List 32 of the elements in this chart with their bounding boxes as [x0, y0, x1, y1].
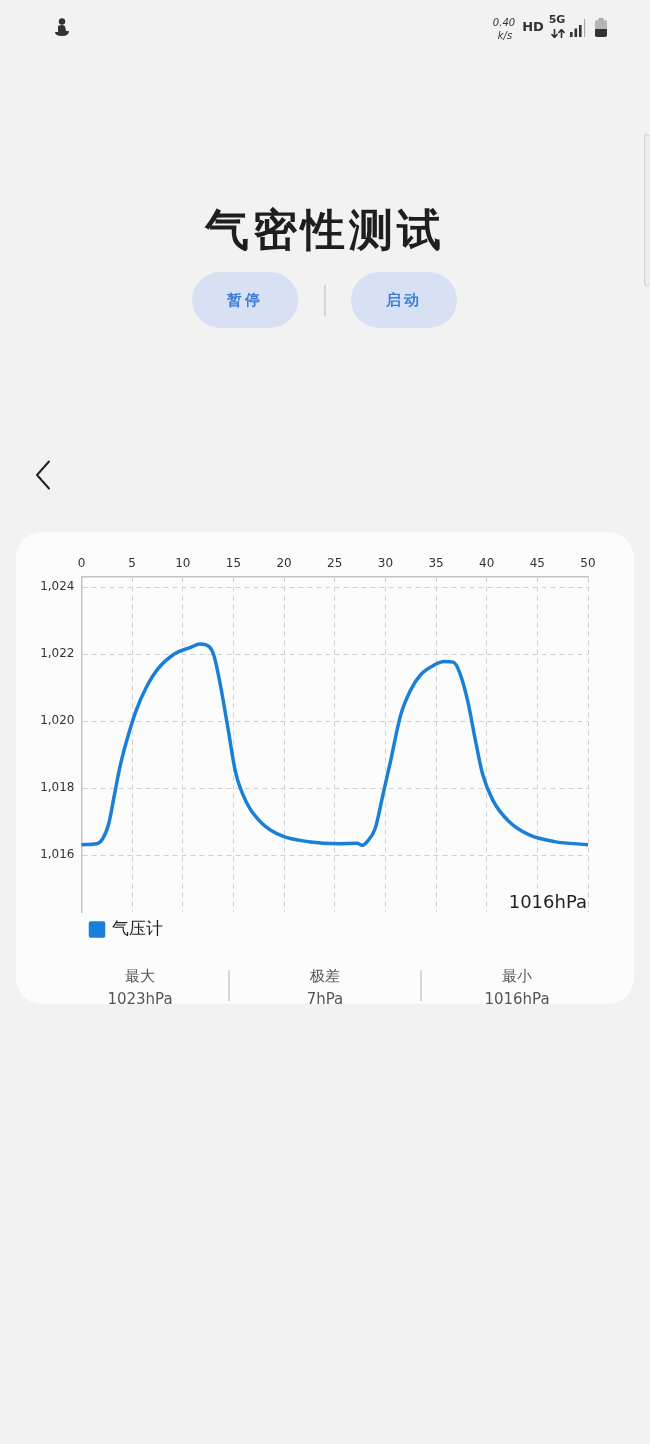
x-tick-label: 5	[128, 555, 136, 570]
x-tick-label: 0	[77, 555, 86, 570]
text: HD	[522, 18, 544, 35]
x-tick-label: 20	[276, 555, 292, 570]
x-tick-label: 50	[580, 555, 596, 570]
pill-button[interactable]: 暂停	[192, 272, 298, 328]
x-tick-label: 25	[327, 555, 343, 570]
y-tick-label: 1,024	[40, 579, 75, 594]
text: 0.40	[492, 16, 516, 28]
y-tick-label: 1,018	[40, 780, 75, 795]
text: 1023hPa	[107, 989, 173, 1008]
pill-button[interactable]: 启动	[351, 272, 457, 328]
legend-label: 气压计	[112, 917, 163, 938]
x-tick-label: 30	[377, 555, 394, 570]
text: 1016hPa	[484, 989, 550, 1008]
x-tick-label: 40	[479, 555, 495, 570]
y-tick-label: 1,022	[40, 646, 75, 661]
text: 7hPa	[306, 989, 344, 1008]
x-tick-label: 10	[175, 555, 191, 570]
x-tick-label: 45	[529, 555, 545, 570]
text: 极差	[310, 966, 340, 985]
y-tick-label: 1,016	[40, 847, 75, 862]
line-series	[81, 642, 588, 848]
text: 最大	[125, 966, 155, 985]
text: 5G	[548, 12, 566, 27]
x-tick-label: 35	[428, 555, 444, 570]
chart-title: 气密性测试	[205, 202, 445, 257]
text: 最小	[502, 966, 532, 985]
y-tick-label: 1,020	[40, 713, 75, 728]
annotation: 1016hPa	[508, 891, 587, 913]
x-tick-label: 15	[225, 555, 242, 570]
text: k/s	[497, 29, 513, 41]
